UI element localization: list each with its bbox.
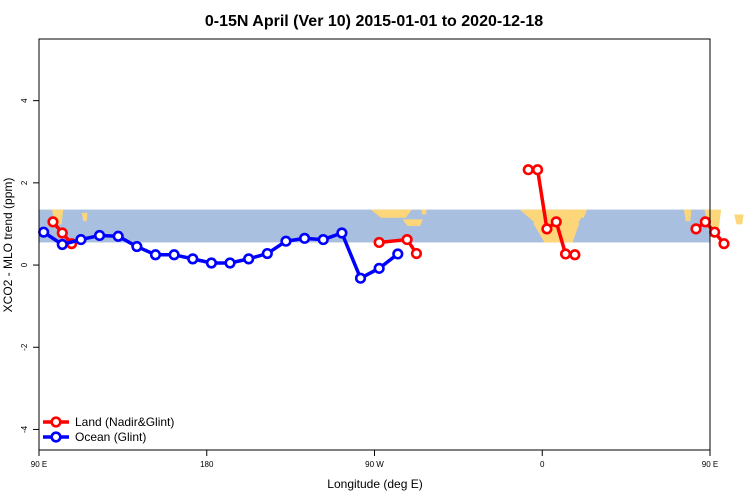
data-point <box>56 227 68 239</box>
y-tick-label: -2 <box>20 343 29 351</box>
series-ocean <box>38 226 404 284</box>
data-point <box>280 235 292 247</box>
data-point <box>550 216 562 228</box>
y-tick-label: 4 <box>20 98 29 103</box>
land-mass <box>683 209 692 222</box>
data-point <box>243 253 255 265</box>
legend: Land (Nadir&Glint)Ocean (Glint) <box>43 415 174 444</box>
data-point <box>224 257 236 269</box>
data-point <box>541 223 553 235</box>
land-mass <box>566 209 587 218</box>
land-mass <box>402 219 423 227</box>
x-axis-label: Longitude (deg E) <box>327 477 422 491</box>
land-mass <box>421 209 427 215</box>
land-mass <box>734 214 744 225</box>
series-layer <box>38 164 730 284</box>
data-point <box>690 223 702 235</box>
data-point <box>47 216 59 228</box>
data-point <box>187 253 199 265</box>
y-axis: -4 -2 0 2 4 <box>20 98 39 433</box>
data-point <box>559 248 572 260</box>
data-point <box>168 249 180 261</box>
data-point <box>56 238 68 251</box>
data-point <box>75 233 87 246</box>
data-point <box>531 164 544 176</box>
y-tick-label: 0 <box>20 262 29 267</box>
data-point <box>149 249 162 261</box>
x-tick-label: 90 W <box>365 460 384 469</box>
data-point <box>131 240 143 253</box>
data-point <box>401 233 413 246</box>
x-tick-label: 180 <box>200 460 214 469</box>
data-point <box>261 247 273 260</box>
land-mass <box>81 212 88 222</box>
y-axis-label: XCO2 - MLO trend (ppm) <box>1 178 15 313</box>
data-point <box>522 164 534 176</box>
y-tick-label: -4 <box>20 425 29 433</box>
x-tick-label: 90 E <box>702 460 718 469</box>
data-point <box>38 226 50 238</box>
chart-title: 0-15N April (Ver 10) 2015-01-01 to 2020-… <box>205 13 543 30</box>
ocean-band <box>39 209 710 243</box>
legend-label: Ocean (Glint) <box>75 430 146 444</box>
legend-swatch-marker <box>50 431 62 443</box>
data-point <box>354 272 367 284</box>
x-axis: 90 E 180 90 W 0 90 E <box>31 450 718 469</box>
data-point <box>569 249 581 261</box>
x-tick-label: 0 <box>540 460 545 469</box>
data-point <box>699 216 711 228</box>
data-point <box>317 233 329 246</box>
data-point <box>112 230 124 242</box>
legend-label: Land (Nadir&Glint) <box>75 415 174 429</box>
data-point <box>392 248 404 260</box>
x-tick-label: 90 E <box>31 460 47 469</box>
data-point <box>336 227 348 239</box>
land-mass <box>370 209 412 218</box>
data-point <box>410 247 423 260</box>
map-band <box>39 209 744 243</box>
y-tick-label: 2 <box>20 180 29 185</box>
data-point <box>299 232 311 244</box>
data-point <box>93 229 106 242</box>
data-point <box>718 238 730 250</box>
data-point <box>373 262 385 274</box>
data-point <box>373 236 385 249</box>
legend-swatch-marker <box>50 416 62 428</box>
data-point <box>709 226 721 238</box>
data-point <box>205 257 218 269</box>
